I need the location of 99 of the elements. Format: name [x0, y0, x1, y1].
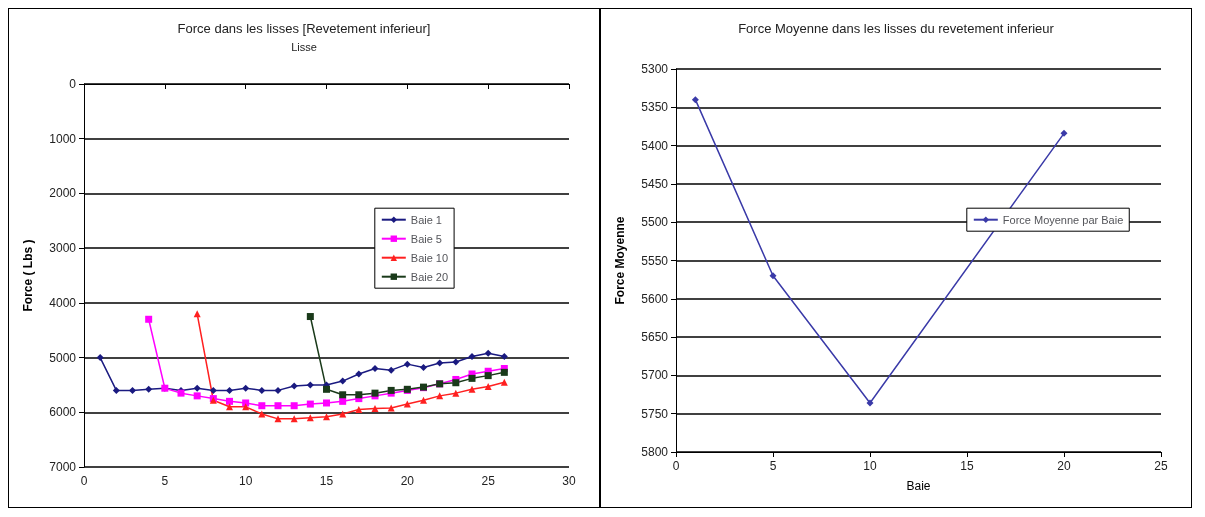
- point: [274, 386, 282, 394]
- point: [452, 358, 460, 366]
- y-axis-title: Force Moyenne: [613, 216, 627, 305]
- x-tick-label: 5: [769, 459, 777, 473]
- y-tick-label: 5750: [641, 406, 669, 421]
- point: [323, 413, 330, 421]
- point: [355, 391, 363, 399]
- legend-label: Baie 1: [410, 213, 442, 226]
- point: [145, 385, 153, 393]
- y-tick-label: 5600: [641, 291, 669, 306]
- point: [371, 404, 379, 412]
- point: [258, 402, 266, 410]
- point: [866, 399, 874, 407]
- point: [323, 385, 330, 393]
- point: [258, 386, 266, 394]
- point: [306, 313, 314, 321]
- point: [484, 349, 492, 357]
- y-tick-label: 5400: [641, 138, 669, 153]
- point: [468, 385, 476, 393]
- x-tick-label: 20: [1057, 459, 1071, 473]
- y-tick-label: 5650: [641, 330, 669, 345]
- point: [306, 381, 314, 389]
- point: [468, 374, 476, 382]
- chart-title: Force dans les lisses [Revetement inferieur]: [177, 21, 431, 36]
- point: [452, 389, 460, 397]
- point: [112, 386, 120, 394]
- point: [274, 415, 282, 423]
- point: [387, 366, 395, 374]
- y-tick-label: 4000: [49, 295, 77, 310]
- y-tick-label: 5450: [641, 176, 669, 191]
- point: [339, 397, 347, 405]
- y-tick-label: 5700: [641, 368, 669, 383]
- x-tick-label: 5: [161, 474, 169, 488]
- x-tick-label: 25: [1154, 459, 1168, 473]
- point: [769, 272, 777, 280]
- point: [96, 354, 104, 362]
- point: [691, 96, 699, 104]
- y-tick-label: 5350: [641, 100, 669, 115]
- point: [468, 352, 476, 360]
- point: [371, 365, 379, 373]
- point: [274, 402, 282, 410]
- point: [420, 396, 427, 404]
- y-tick-label: 5550: [641, 253, 669, 268]
- x-tick-label: 15: [319, 474, 334, 488]
- x-tick-label: 15: [960, 459, 974, 473]
- x-tick-label: 30: [562, 474, 576, 488]
- x-axis-title: Baie: [906, 479, 931, 493]
- point: [339, 391, 347, 399]
- y-tick-label: 2000: [49, 186, 77, 201]
- point: [339, 377, 347, 385]
- x-tick-label: 0: [672, 459, 680, 473]
- point: [403, 360, 411, 368]
- y-axis-title: Force ( Lbs ): [21, 239, 35, 312]
- y-tick-label: 0: [69, 77, 77, 91]
- y-tick-label: 3000: [49, 241, 77, 256]
- chart-subtitle: Lisse: [291, 40, 317, 53]
- y-tick-label: 5000: [49, 350, 77, 365]
- point: [500, 368, 508, 376]
- point: [1060, 129, 1068, 137]
- point: [129, 386, 136, 394]
- point: [484, 372, 492, 380]
- y-tick-label: 7000: [49, 460, 77, 474]
- point: [403, 400, 411, 408]
- point: [193, 392, 201, 400]
- point: [355, 406, 363, 414]
- point: [290, 402, 298, 410]
- x-tick-label: 10: [238, 474, 253, 488]
- point: [452, 379, 460, 387]
- x-tick-label: 10: [863, 459, 877, 473]
- point: [436, 359, 444, 367]
- point: [323, 399, 330, 407]
- point: [209, 386, 217, 394]
- y-tick-label: 5800: [641, 445, 669, 459]
- point: [242, 399, 250, 407]
- point: [226, 403, 233, 411]
- x-tick-label: 25: [481, 474, 496, 488]
- legend-label: Force Moyenne par Baie: [1002, 213, 1124, 226]
- point: [290, 382, 298, 390]
- point: [500, 378, 508, 386]
- y-tick-label: 6000: [49, 405, 77, 420]
- point: [226, 397, 233, 405]
- point: [145, 315, 153, 323]
- legend-label: Baie 20: [410, 270, 449, 283]
- point: [500, 352, 508, 360]
- point: [306, 400, 314, 408]
- x-tick-label: 20: [400, 474, 415, 488]
- point: [193, 384, 201, 392]
- chart-title: Force Moyenne dans les lisses du revetement inferieur: [738, 21, 1055, 36]
- point: [420, 363, 427, 371]
- y-tick-label: 5300: [641, 62, 669, 76]
- point: [226, 386, 233, 394]
- legend-label: Baie 5: [410, 232, 442, 245]
- point: [242, 384, 250, 392]
- y-tick-label: 5500: [641, 215, 669, 230]
- point: [484, 383, 492, 391]
- y-tick-label: 1000: [49, 131, 77, 146]
- point: [355, 370, 363, 378]
- x-tick-label: 0: [80, 474, 88, 488]
- legend-label: Baie 10: [410, 251, 449, 264]
